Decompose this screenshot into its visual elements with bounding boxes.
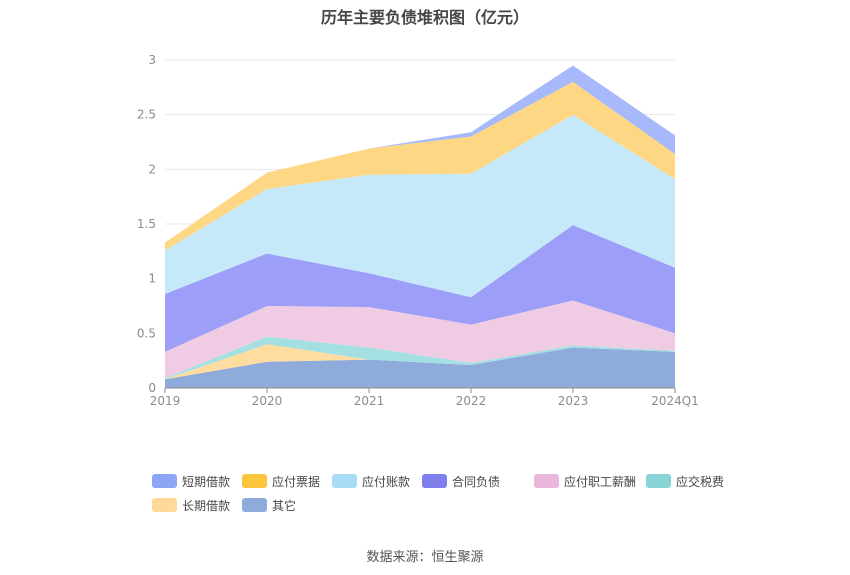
chart-title: 历年主要负债堆积图（亿元）: [320, 8, 529, 27]
legend-swatch: [152, 498, 177, 512]
y-tick-label: 0: [148, 381, 156, 395]
legend-swatch: [646, 474, 671, 488]
y-tick-label: 2.5: [137, 108, 156, 122]
area-series-2: [165, 336, 675, 380]
area-series-layer: [165, 65, 675, 388]
y-tick-label: 2: [148, 162, 156, 176]
x-tick-label: 2019: [150, 394, 181, 408]
area-series-0: [165, 347, 675, 388]
legend-label: 合同负债: [452, 474, 501, 489]
legend-label: 长期借款: [182, 498, 231, 513]
legend-swatch: [332, 474, 357, 488]
x-tick-label: 2021: [354, 394, 385, 408]
legend-swatch: [242, 474, 267, 488]
legend-swatch: [534, 474, 559, 488]
legend-label: 应交税费: [676, 474, 725, 489]
data-source-note: 数据来源：恒生聚源: [366, 550, 484, 565]
legend-swatch: [242, 498, 267, 512]
legend-item[interactable]: 长期借款: [152, 496, 230, 514]
area-series-4: [165, 225, 675, 352]
y-tick-label: 1: [148, 272, 156, 286]
legend-label: 短期借款: [182, 474, 231, 489]
legend-item[interactable]: 合同负债: [422, 472, 500, 490]
area-series-1: [165, 344, 675, 380]
x-tick-label: 2020: [252, 394, 283, 408]
x-tick-label: 2023: [558, 394, 589, 408]
legend-item[interactable]: 短期借款: [152, 472, 230, 490]
legend-label: 应付职工薪酬: [564, 474, 637, 489]
legend-label: 其它: [272, 498, 297, 513]
area-series-5: [165, 114, 675, 298]
legend-swatch: [422, 474, 447, 488]
y-tick-label: 1.5: [137, 217, 156, 231]
area-series-3: [165, 300, 675, 379]
x-tick-label: 2022: [456, 394, 487, 408]
x-tick-label: 2024Q1: [651, 394, 699, 408]
y-tick-label: 0.5: [137, 326, 156, 340]
legend-item[interactable]: 应付票据: [242, 472, 320, 490]
axes: 0 0.5 1 1.5 2 2.5 3 2019 2020 2021 2022 2023 2024Q1: [137, 53, 699, 408]
legend-label: 应付账款: [362, 474, 411, 489]
area-series-6: [165, 81, 675, 251]
legend-swatch: [152, 474, 177, 488]
legend-item[interactable]: 应付账款: [332, 472, 410, 490]
legend-label: 应付票据: [272, 474, 321, 489]
legend-item[interactable]: 应交税费: [646, 472, 724, 490]
legend-item[interactable]: 应付职工薪酬: [534, 472, 636, 490]
legend-item[interactable]: 其它: [242, 496, 296, 514]
y-tick-label: 3: [148, 53, 156, 67]
